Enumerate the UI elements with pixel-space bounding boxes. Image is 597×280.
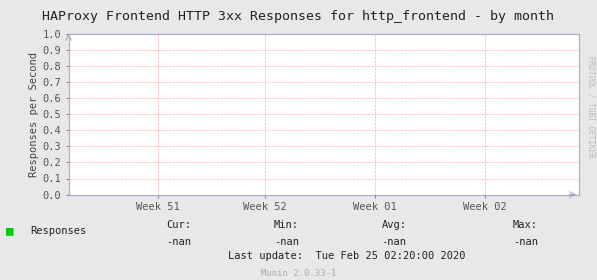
Text: Responses: Responses: [30, 226, 86, 236]
Text: -nan: -nan: [274, 237, 299, 247]
Text: HAProxy Frontend HTTP 3xx Responses for http_frontend - by month: HAProxy Frontend HTTP 3xx Responses for …: [42, 10, 555, 23]
Text: -nan: -nan: [513, 237, 538, 247]
Text: -nan: -nan: [381, 237, 407, 247]
Text: -nan: -nan: [167, 237, 192, 247]
Text: ■: ■: [6, 225, 14, 237]
Text: RRDTOOL / TOBI OETIKER: RRDTOOL / TOBI OETIKER: [587, 55, 596, 157]
Text: Max:: Max:: [513, 220, 538, 230]
Text: Munin 2.0.33-1: Munin 2.0.33-1: [261, 269, 336, 278]
Text: Avg:: Avg:: [381, 220, 407, 230]
Y-axis label: Responses per Second: Responses per Second: [29, 52, 39, 177]
Text: Min:: Min:: [274, 220, 299, 230]
Text: Last update:  Tue Feb 25 02:20:00 2020: Last update: Tue Feb 25 02:20:00 2020: [227, 251, 465, 261]
Text: Cur:: Cur:: [167, 220, 192, 230]
